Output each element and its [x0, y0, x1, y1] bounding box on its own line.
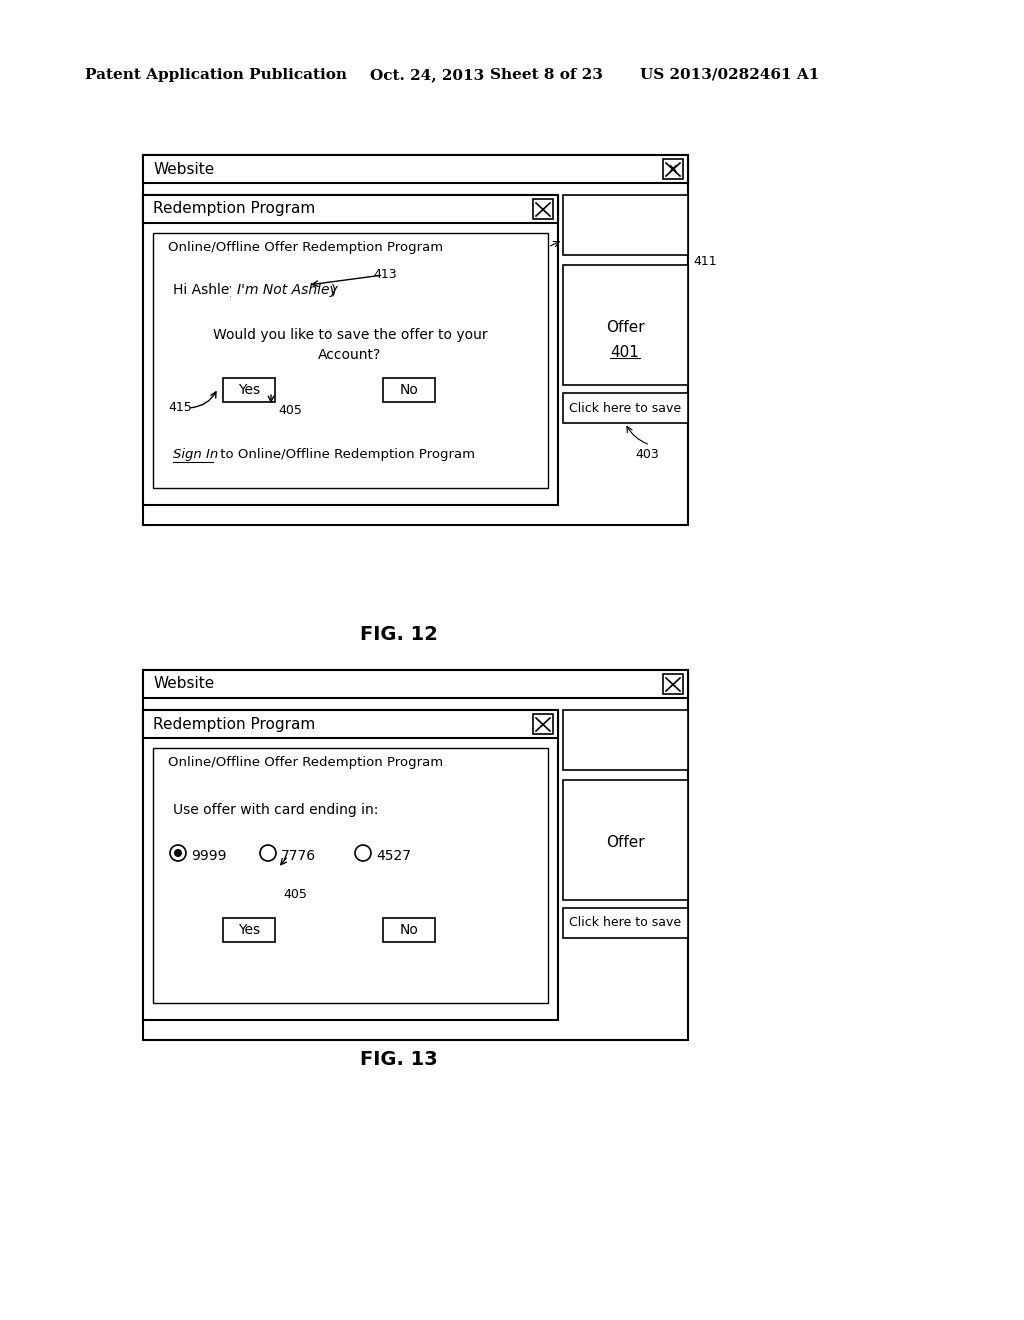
Text: FIG. 13: FIG. 13 [360, 1049, 438, 1069]
Text: 405: 405 [283, 888, 307, 902]
Text: 413: 413 [373, 268, 396, 281]
Bar [143, 710, 558, 1020]
Bar [223, 378, 275, 403]
Text: I'm Not Ashley: I'm Not Ashley [237, 282, 338, 297]
Text: Patent Application Publication: Patent Application Publication [85, 69, 347, 82]
Text: 401: 401 [610, 345, 639, 360]
Text: No: No [399, 923, 419, 937]
Text: to Online/Offline Redemption Program: to Online/Offline Redemption Program [216, 447, 475, 461]
Bar [143, 195, 558, 506]
Text: Use offer with card ending in:: Use offer with card ending in: [173, 803, 379, 817]
Text: Online/Offline Offer Redemption Program: Online/Offline Offer Redemption Program [168, 756, 443, 770]
Text: Would you like to save the offer to your: Would you like to save the offer to your [213, 327, 487, 342]
Bar [563, 393, 688, 422]
Bar [563, 908, 688, 939]
Bar [563, 195, 688, 255]
Circle shape [355, 845, 371, 861]
Bar [143, 671, 688, 698]
Text: Offer: Offer [605, 319, 644, 335]
Text: Click here to save: Click here to save [569, 401, 681, 414]
Bar [663, 675, 683, 694]
Bar [143, 195, 558, 223]
Text: Yes: Yes [238, 383, 260, 397]
Text: Offer: Offer [605, 836, 644, 850]
Bar [534, 199, 553, 219]
Bar [143, 671, 688, 1040]
Text: 415: 415 [168, 401, 191, 414]
Text: Website: Website [153, 161, 214, 177]
Text: ): ) [331, 282, 336, 297]
Text: Account?: Account? [318, 348, 382, 362]
Bar [143, 154, 688, 183]
Text: Redemption Program: Redemption Program [153, 202, 315, 216]
Text: 403: 403 [635, 447, 658, 461]
Circle shape [174, 849, 182, 857]
Text: No: No [399, 383, 419, 397]
Text: Oct. 24, 2013: Oct. 24, 2013 [370, 69, 484, 82]
Bar [663, 158, 683, 180]
Text: Online/Offline Offer Redemption Program: Online/Offline Offer Redemption Program [168, 242, 443, 253]
Bar [383, 378, 435, 403]
Text: 9999: 9999 [191, 849, 226, 863]
Bar [563, 780, 688, 900]
Bar [143, 710, 558, 738]
Circle shape [260, 845, 276, 861]
Bar [153, 748, 548, 1003]
Bar [153, 234, 548, 488]
Text: Sheet 8 of 23: Sheet 8 of 23 [490, 69, 603, 82]
Text: 405: 405 [278, 404, 302, 417]
Bar [223, 917, 275, 942]
Text: 411: 411 [693, 255, 717, 268]
Bar [563, 265, 688, 385]
Text: Redemption Program: Redemption Program [153, 717, 315, 731]
Circle shape [170, 845, 186, 861]
Bar [563, 710, 688, 770]
Text: ✕: ✕ [668, 162, 678, 176]
Text: Website: Website [153, 676, 214, 692]
Bar [534, 714, 553, 734]
Text: Click here to save: Click here to save [569, 916, 681, 929]
Text: Yes: Yes [238, 923, 260, 937]
Text: FIG. 12: FIG. 12 [360, 624, 438, 644]
Text: 7776: 7776 [281, 849, 316, 863]
Bar [143, 154, 688, 525]
Bar [383, 917, 435, 942]
Text: 4527: 4527 [376, 849, 411, 863]
Text: Sign In: Sign In [173, 447, 218, 461]
Text: Hi Ashley (: Hi Ashley ( [173, 282, 248, 297]
Text: US 2013/0282461 A1: US 2013/0282461 A1 [640, 69, 819, 82]
